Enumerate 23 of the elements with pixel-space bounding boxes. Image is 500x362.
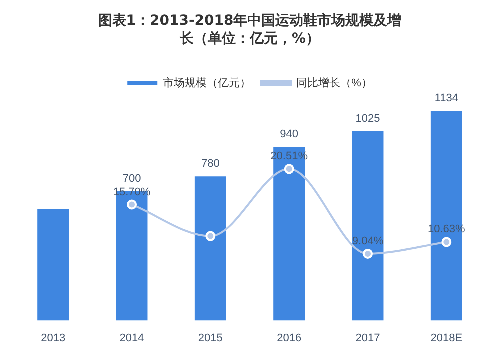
data-label: 940 [280, 128, 299, 141]
point [442, 237, 452, 248]
bar [194, 176, 226, 321]
data-label: 1134 [434, 92, 458, 105]
x-tick-label: 2018E [430, 332, 463, 344]
point [127, 200, 137, 210]
bar [38, 208, 70, 321]
point [363, 248, 373, 259]
legend-label: 同比增长（%） [296, 76, 372, 90]
x-tick-label: 2013 [41, 332, 66, 344]
chart-title: 图表1：2013-2018年中国运动鞋市场规模及增长（单位：亿元，%） [97, 12, 403, 48]
data-label: 700 [122, 172, 142, 185]
x-tick-label: 2016 [277, 332, 302, 344]
x-tick-label: 2017 [356, 332, 380, 344]
data-label: 780 [201, 158, 220, 170]
x-tick-label: 2015 [198, 332, 223, 344]
data-label: 9.04% [352, 235, 384, 248]
legend-label: 市场规模（亿元） [163, 76, 252, 90]
point [206, 231, 216, 242]
point [284, 164, 294, 174]
bar [352, 131, 384, 321]
x-tick-label: 2014 [120, 332, 144, 344]
data-label: 1025 [356, 112, 380, 125]
